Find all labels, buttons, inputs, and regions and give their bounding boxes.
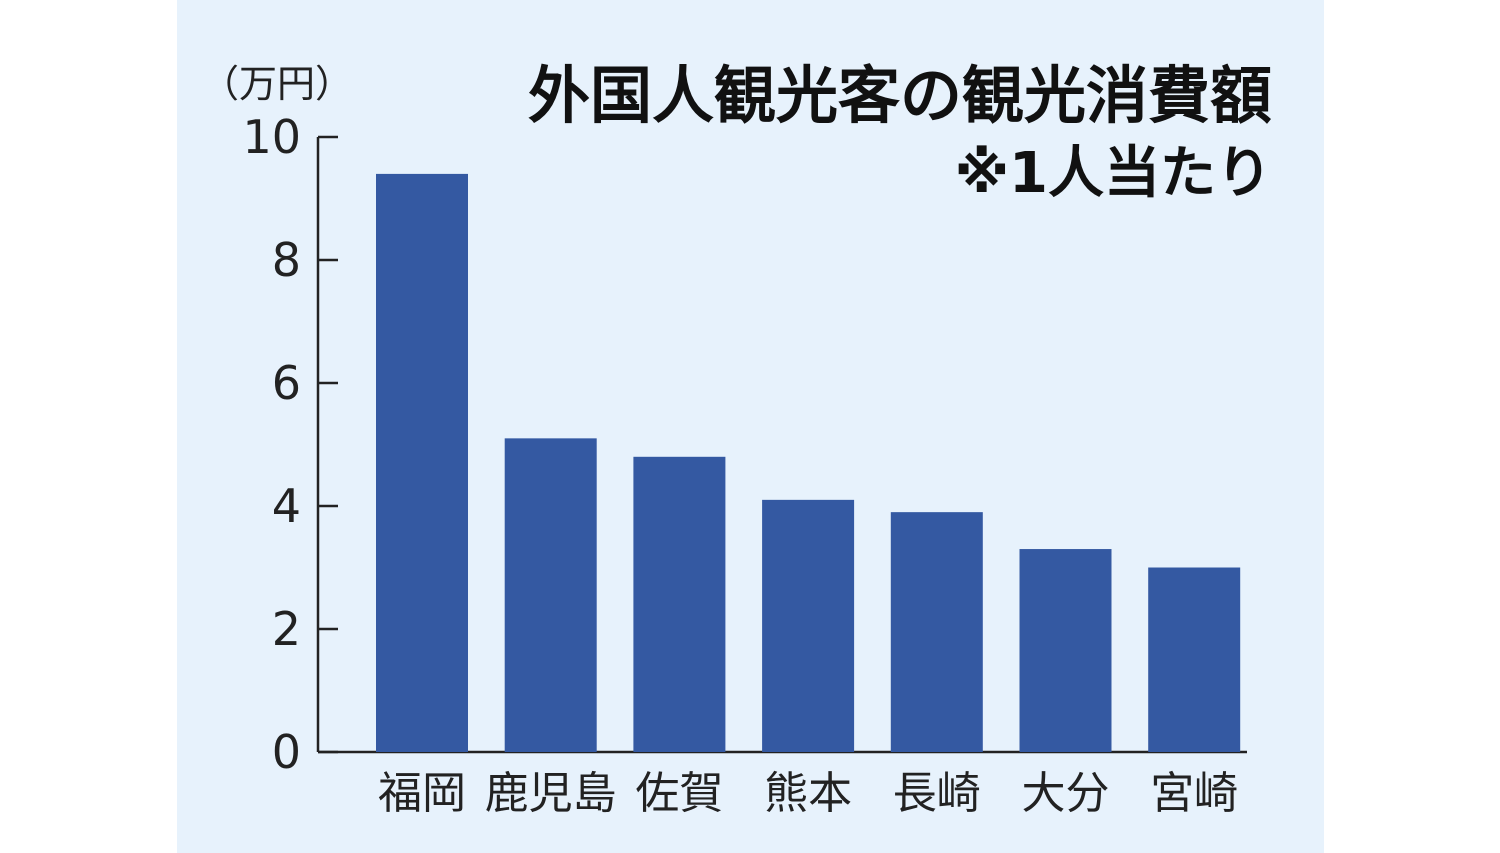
bar-6	[1148, 567, 1241, 752]
bar-3	[762, 499, 855, 752]
y-axis-ticks: 0 2 4 6 8 10	[242, 110, 338, 779]
bar-0	[376, 173, 468, 752]
y-axis-unit-label: （万円）	[201, 62, 353, 106]
bars-group	[376, 173, 1241, 752]
y-tick-label: 4	[272, 479, 301, 533]
category-label: 福岡	[378, 768, 466, 819]
category-label: 熊本	[764, 768, 852, 819]
bar-5	[1019, 549, 1112, 752]
category-label: 鹿児島	[485, 768, 617, 819]
category-label: 長崎	[893, 768, 981, 819]
category-labels: 福岡 鹿児島 佐賀 熊本 長崎 大分 宮崎	[378, 768, 1238, 819]
y-tick-label: 6	[272, 356, 301, 410]
category-label: 佐賀	[635, 768, 723, 819]
y-tick-label: 10	[242, 110, 301, 164]
y-tick-label: 8	[272, 233, 301, 287]
chart-panel: （万円） 外国人観光客の観光消費額 ※1人当たり 0 2 4 6 8 10 福岡 鹿児島 佐賀…	[177, 0, 1324, 853]
bar-1	[504, 438, 597, 752]
y-tick-label: 0	[272, 725, 301, 779]
chart-title: 外国人観光客の観光消費額	[528, 59, 1272, 132]
bar-2	[633, 456, 726, 752]
y-tick-label: 2	[272, 602, 301, 656]
bar-chart: （万円） 外国人観光客の観光消費額 ※1人当たり 0 2 4 6 8 10 福岡 鹿児島 佐賀…	[201, 59, 1272, 819]
bar-4	[890, 512, 983, 752]
category-label: 大分	[1022, 768, 1110, 819]
category-label: 宮崎	[1150, 768, 1238, 819]
chart-subtitle: ※1人当たり	[955, 141, 1272, 206]
